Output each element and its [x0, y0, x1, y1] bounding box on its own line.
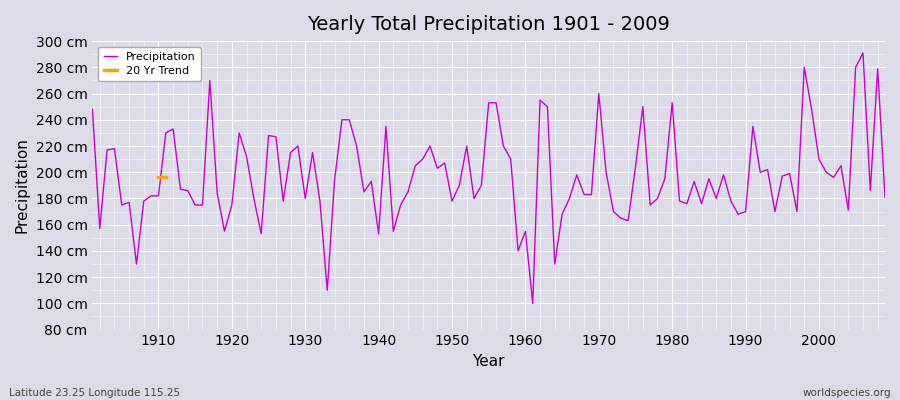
- Precipitation: [879, 195, 890, 200]
- Text: Latitude 23.25 Longitude 115.25: Latitude 23.25 Longitude 115.25: [9, 388, 180, 398]
- Line: Precipitation: Precipitation: [93, 53, 885, 303]
- Legend: Precipitation, 20 Yr Trend: Precipitation, 20 Yr Trend: [98, 47, 201, 81]
- Text: worldspecies.org: worldspecies.org: [803, 388, 891, 398]
- X-axis label: Year: Year: [472, 354, 505, 369]
- Precipitation: [616, 216, 626, 220]
- Title: Yearly Total Precipitation 1901 - 2009: Yearly Total Precipitation 1901 - 2009: [307, 15, 670, 34]
- 20 Yr Trend: [153, 175, 164, 180]
- Precipitation: [351, 144, 362, 148]
- Precipitation: [146, 194, 157, 198]
- Precipitation: [858, 50, 868, 55]
- Precipitation: [307, 150, 318, 155]
- Precipitation: [513, 248, 524, 253]
- 20 Yr Trend: [160, 175, 171, 180]
- Precipitation: [520, 229, 531, 234]
- Precipitation: [527, 301, 538, 306]
- Y-axis label: Precipitation: Precipitation: [15, 138, 30, 233]
- Precipitation: [87, 107, 98, 112]
